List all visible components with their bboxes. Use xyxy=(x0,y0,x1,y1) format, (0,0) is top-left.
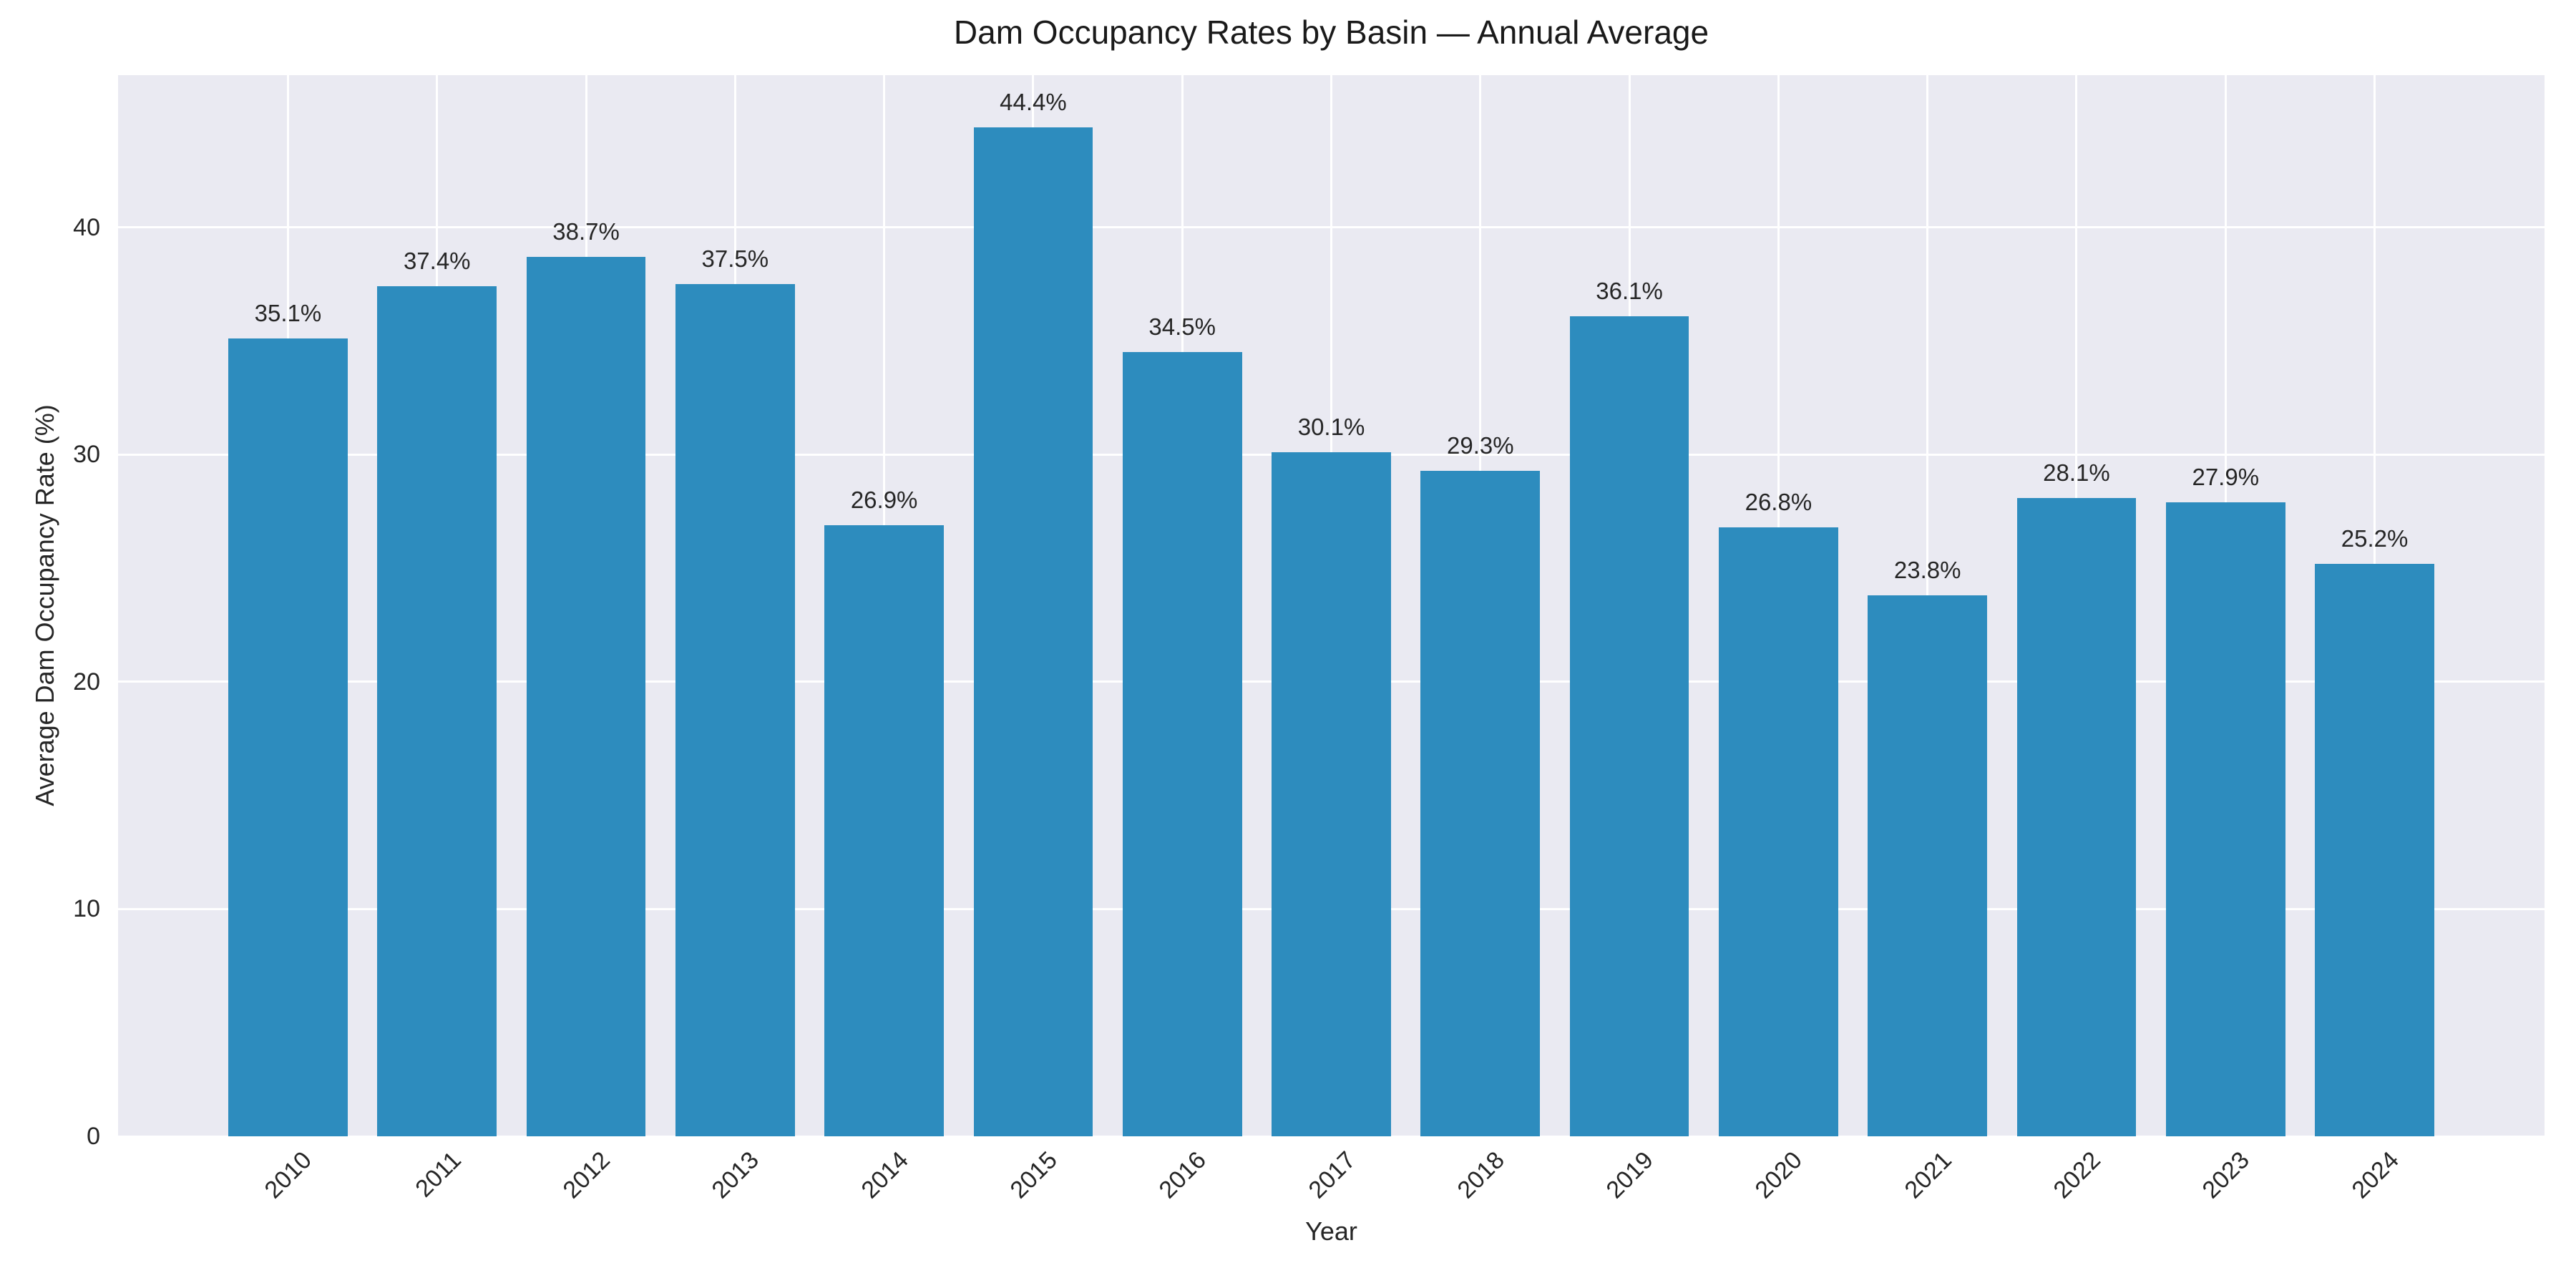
bar-value-label-2012: 38.7% xyxy=(552,218,620,245)
x-tick-label-2019: 2019 xyxy=(1601,1146,1659,1204)
bar-2011 xyxy=(377,286,497,1136)
bar-value-label-2023: 27.9% xyxy=(2192,464,2260,491)
bar-value-label-2022: 28.1% xyxy=(2043,459,2110,486)
bar-2013 xyxy=(675,284,795,1136)
bar-value-label-2010: 35.1% xyxy=(254,300,322,327)
bar-value-label-2016: 34.5% xyxy=(1148,313,1216,341)
bar-value-label-2017: 30.1% xyxy=(1297,414,1365,441)
bar-value-label-2024: 25.2% xyxy=(2341,525,2409,552)
bar-value-label-2019: 36.1% xyxy=(1596,277,1663,304)
x-tick-label-2023: 2023 xyxy=(2197,1146,2255,1204)
y-tick-label-10: 10 xyxy=(73,895,100,923)
y-tick-label-40: 40 xyxy=(73,213,100,241)
bar-2019 xyxy=(1569,316,1689,1136)
bar-2017 xyxy=(1272,452,1391,1136)
x-tick-label-2012: 2012 xyxy=(557,1146,615,1204)
bar-2020 xyxy=(1719,527,1838,1136)
bar-value-label-2013: 37.5% xyxy=(701,245,769,273)
bar-2014 xyxy=(824,525,944,1136)
x-tick-label-2021: 2021 xyxy=(1899,1146,1957,1204)
bar-value-label-2018: 29.3% xyxy=(1446,431,1514,459)
bar-2016 xyxy=(1122,352,1242,1136)
gridline-y-0 xyxy=(118,1135,2545,1138)
x-tick-label-2014: 2014 xyxy=(856,1146,914,1204)
bar-2021 xyxy=(1868,595,1987,1136)
y-tick-label-20: 20 xyxy=(73,668,100,696)
bar-2015 xyxy=(973,127,1093,1136)
bar-value-label-2011: 37.4% xyxy=(403,248,471,275)
bar-2018 xyxy=(1420,470,1541,1136)
bar-2023 xyxy=(2165,502,2285,1136)
bar-2022 xyxy=(2016,497,2137,1136)
x-tick-label-2015: 2015 xyxy=(1005,1146,1063,1204)
x-tick-label-2017: 2017 xyxy=(1303,1146,1361,1204)
bar-2010 xyxy=(228,338,348,1136)
bar-value-label-2015: 44.4% xyxy=(1000,89,1067,116)
x-tick-label-2022: 2022 xyxy=(2048,1146,2106,1204)
bar-value-label-2021: 23.8% xyxy=(1893,557,1961,584)
x-tick-label-2020: 2020 xyxy=(1750,1146,1808,1204)
x-tick-label-2024: 2024 xyxy=(2346,1146,2404,1204)
x-tick-label-2010: 2010 xyxy=(259,1146,318,1204)
y-tick-label-30: 30 xyxy=(73,441,100,469)
bar-2024 xyxy=(2315,563,2434,1136)
bar-value-label-2020: 26.8% xyxy=(1745,489,1813,515)
x-tick-label-2016: 2016 xyxy=(1153,1146,1212,1204)
x-tick-label-2013: 2013 xyxy=(706,1146,765,1204)
x-axis-title: Year xyxy=(1305,1216,1357,1246)
y-tick-label-0: 0 xyxy=(87,1123,100,1150)
bar-value-label-2014: 26.9% xyxy=(850,486,918,513)
plot-area: 35.1% 37.4% 38.7% 37.5% 26.9% 44.4% 34.5% 30.1%… xyxy=(118,75,2545,1138)
x-tick-label-2011: 2011 xyxy=(410,1146,467,1203)
chart-title: Dam Occupancy Rates by Basin — Annual Av… xyxy=(953,14,1709,51)
bar-2012 xyxy=(526,257,646,1136)
x-tick-label-2018: 2018 xyxy=(1452,1146,1510,1204)
